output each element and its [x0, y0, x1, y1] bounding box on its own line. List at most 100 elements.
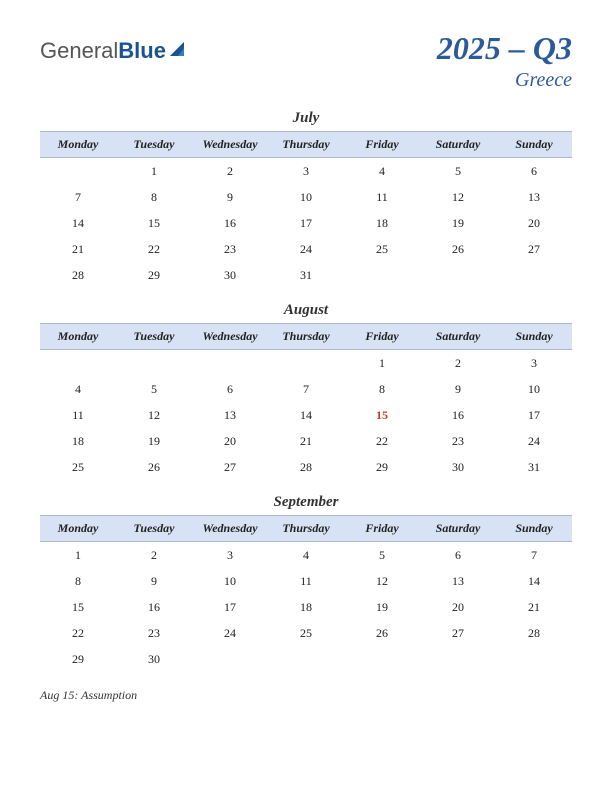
calendar-cell: 18 [40, 428, 116, 454]
calendar-cell: 21 [40, 236, 116, 262]
month-name: September [40, 494, 572, 511]
calendar-cell [344, 646, 420, 672]
calendar-container: JulyMondayTuesdayWednesdayThursdayFriday… [40, 110, 572, 672]
calendar-cell: 3 [268, 158, 344, 185]
weekday-header: Tuesday [116, 516, 192, 542]
calendar-cell [344, 262, 420, 288]
calendar-row: 45678910 [40, 376, 572, 402]
calendar-row: 15161718192021 [40, 594, 572, 620]
header: GeneralBlue 2025 – Q3 Greece [40, 30, 572, 92]
calendar-row: 78910111213 [40, 184, 572, 210]
calendar-cell: 10 [496, 376, 572, 402]
calendar-row: 28293031 [40, 262, 572, 288]
calendar-cell: 18 [344, 210, 420, 236]
calendar-cell: 19 [116, 428, 192, 454]
logo-text-general: General [40, 38, 118, 64]
month-block: September MondayTuesdayWednesdayThursdayF… [40, 494, 572, 672]
calendar-cell: 29 [344, 454, 420, 480]
weekday-header: Friday [344, 324, 420, 350]
calendar-cell: 12 [420, 184, 496, 210]
weekday-header: Saturday [420, 516, 496, 542]
calendar-cell: 28 [496, 620, 572, 646]
calendar-cell: 10 [268, 184, 344, 210]
calendar-cell: 31 [268, 262, 344, 288]
calendar-cell: 2 [420, 350, 496, 377]
calendar-cell: 25 [268, 620, 344, 646]
calendar-cell: 22 [344, 428, 420, 454]
calendar-cell: 3 [192, 542, 268, 569]
calendar-row: 25262728293031 [40, 454, 572, 480]
calendar-cell: 24 [268, 236, 344, 262]
calendar-cell: 12 [344, 568, 420, 594]
calendar-cell: 20 [496, 210, 572, 236]
calendar-row: 11121314151617 [40, 402, 572, 428]
calendar-cell: 24 [496, 428, 572, 454]
calendar-cell: 13 [192, 402, 268, 428]
calendar-cell: 24 [192, 620, 268, 646]
calendar-cell: 12 [116, 402, 192, 428]
calendar-cell: 26 [420, 236, 496, 262]
calendar-cell: 4 [268, 542, 344, 569]
weekday-header: Wednesday [192, 324, 268, 350]
calendar-cell: 9 [192, 184, 268, 210]
logo-text-blue: Blue [118, 38, 166, 64]
calendar-cell: 25 [344, 236, 420, 262]
calendar-cell [40, 158, 116, 185]
calendar-cell [268, 646, 344, 672]
calendar-row: 14151617181920 [40, 210, 572, 236]
calendar-cell: 15 [116, 210, 192, 236]
calendar-cell: 8 [344, 376, 420, 402]
weekday-header: Sunday [496, 324, 572, 350]
calendar-table: MondayTuesdayWednesdayThursdayFridaySatu… [40, 515, 572, 672]
calendar-cell: 22 [116, 236, 192, 262]
calendar-cell: 14 [268, 402, 344, 428]
weekday-header: Wednesday [192, 132, 268, 158]
calendar-cell: 5 [344, 542, 420, 569]
calendar-cell: 6 [192, 376, 268, 402]
calendar-cell [496, 646, 572, 672]
weekday-header: Monday [40, 132, 116, 158]
calendar-cell [116, 350, 192, 377]
weekday-header: Sunday [496, 132, 572, 158]
calendar-cell: 23 [192, 236, 268, 262]
logo: GeneralBlue [40, 30, 186, 64]
calendar-row: 1234567 [40, 542, 572, 569]
calendar-cell: 5 [116, 376, 192, 402]
page-subtitle: Greece [437, 69, 572, 92]
calendar-cell: 11 [40, 402, 116, 428]
weekday-header: Friday [344, 516, 420, 542]
calendar-cell [192, 350, 268, 377]
calendar-row: 18192021222324 [40, 428, 572, 454]
calendar-cell: 2 [192, 158, 268, 185]
calendar-cell: 16 [420, 402, 496, 428]
calendar-cell: 4 [40, 376, 116, 402]
calendar-cell: 4 [344, 158, 420, 185]
weekday-header: Monday [40, 324, 116, 350]
calendar-cell [268, 350, 344, 377]
weekday-header: Thursday [268, 516, 344, 542]
calendar-cell: 25 [40, 454, 116, 480]
calendar-cell: 1 [40, 542, 116, 569]
calendar-cell: 27 [420, 620, 496, 646]
calendar-cell: 9 [116, 568, 192, 594]
calendar-row: 22232425262728 [40, 620, 572, 646]
calendar-cell: 7 [496, 542, 572, 569]
weekday-header: Tuesday [116, 324, 192, 350]
calendar-cell: 17 [268, 210, 344, 236]
calendar-cell: 26 [116, 454, 192, 480]
calendar-cell: 19 [344, 594, 420, 620]
calendar-cell: 13 [496, 184, 572, 210]
page-title: 2025 – Q3 [437, 30, 572, 67]
calendar-cell: 20 [192, 428, 268, 454]
calendar-cell: 5 [420, 158, 496, 185]
calendar-cell: 7 [40, 184, 116, 210]
weekday-header: Thursday [268, 132, 344, 158]
calendar-cell: 10 [192, 568, 268, 594]
calendar-table: MondayTuesdayWednesdayThursdayFridaySatu… [40, 323, 572, 480]
calendar-cell: 9 [420, 376, 496, 402]
calendar-cell: 16 [116, 594, 192, 620]
calendar-row: 891011121314 [40, 568, 572, 594]
weekday-header: Saturday [420, 132, 496, 158]
month-name: August [40, 302, 572, 319]
calendar-cell: 1 [344, 350, 420, 377]
